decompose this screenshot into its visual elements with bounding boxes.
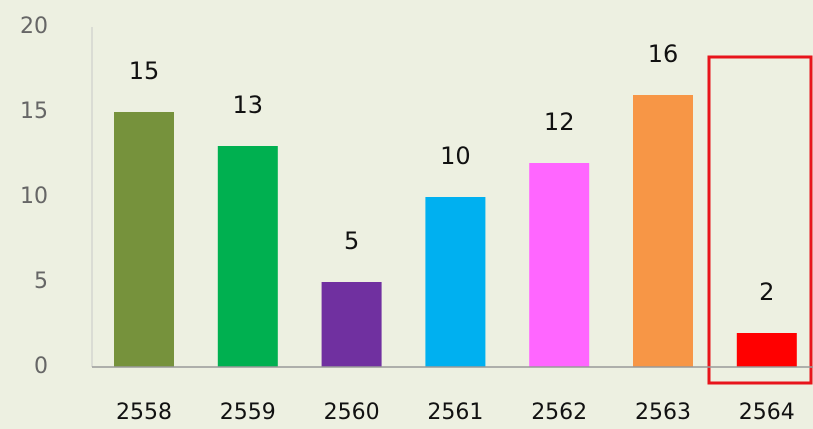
data-label: 10 xyxy=(440,142,471,170)
bar xyxy=(633,95,693,367)
x-tick-label: 2558 xyxy=(116,400,172,425)
data-label: 5 xyxy=(344,227,359,255)
bar xyxy=(114,112,174,367)
highlight-box xyxy=(707,55,813,385)
x-tick-label: 2562 xyxy=(531,400,587,425)
x-tick-label: 2564 xyxy=(739,400,795,425)
bar xyxy=(529,163,590,367)
data-label: 13 xyxy=(233,91,264,119)
y-tick-label: 15 xyxy=(20,99,48,124)
x-tick-label: 2559 xyxy=(220,400,276,425)
data-label: 12 xyxy=(544,108,575,136)
bar xyxy=(425,197,486,367)
bar xyxy=(217,146,278,367)
bar xyxy=(321,282,382,367)
x-tick-label: 2560 xyxy=(324,400,380,425)
y-tick-label: 10 xyxy=(20,184,48,209)
x-tick-label: 2561 xyxy=(427,400,483,425)
data-label: 15 xyxy=(129,57,160,85)
x-tick-label: 2563 xyxy=(635,400,691,425)
bar xyxy=(736,333,797,367)
data-label: 2 xyxy=(759,278,774,306)
y-tick-label: 20 xyxy=(20,14,48,39)
y-tick-label: 0 xyxy=(34,354,48,379)
y-tick-label: 5 xyxy=(34,269,48,294)
data-label: 16 xyxy=(648,40,679,68)
